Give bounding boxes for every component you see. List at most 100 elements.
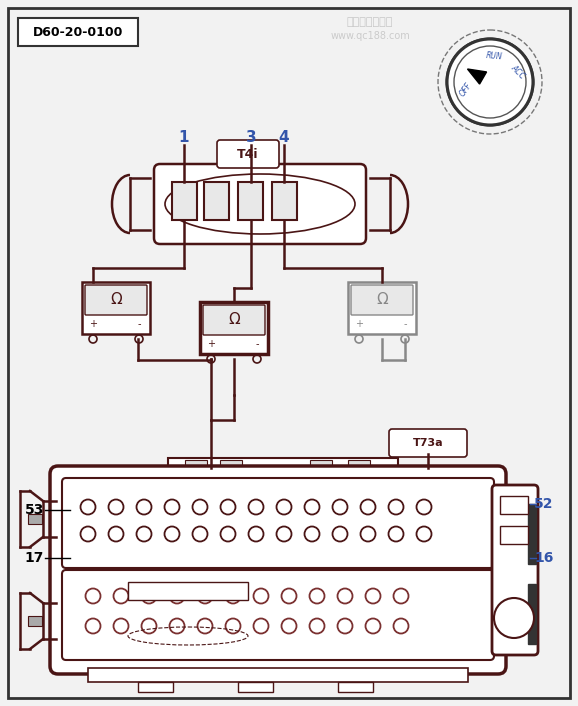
Text: +: + xyxy=(89,319,97,329)
FancyBboxPatch shape xyxy=(238,182,263,220)
Circle shape xyxy=(332,500,347,515)
Circle shape xyxy=(113,589,128,604)
FancyBboxPatch shape xyxy=(220,460,242,472)
FancyBboxPatch shape xyxy=(200,302,268,354)
Circle shape xyxy=(338,589,353,604)
Circle shape xyxy=(192,527,208,542)
Circle shape xyxy=(225,618,240,633)
Circle shape xyxy=(109,500,124,515)
Bar xyxy=(28,514,42,524)
FancyBboxPatch shape xyxy=(185,460,207,472)
FancyBboxPatch shape xyxy=(500,526,528,544)
Circle shape xyxy=(417,527,432,542)
Circle shape xyxy=(198,618,213,633)
FancyBboxPatch shape xyxy=(62,478,494,568)
Text: T73a: T73a xyxy=(413,438,443,448)
FancyBboxPatch shape xyxy=(82,282,150,334)
Text: +: + xyxy=(355,319,363,329)
Circle shape xyxy=(169,589,184,604)
Circle shape xyxy=(309,618,324,633)
Text: 17: 17 xyxy=(25,551,44,565)
FancyBboxPatch shape xyxy=(348,460,370,472)
Text: D60-20-0100: D60-20-0100 xyxy=(33,27,123,40)
Circle shape xyxy=(394,618,409,633)
Text: 3: 3 xyxy=(246,131,256,145)
Circle shape xyxy=(249,500,264,515)
Bar xyxy=(528,584,536,644)
Circle shape xyxy=(365,589,380,604)
Circle shape xyxy=(80,527,95,542)
Circle shape xyxy=(225,589,240,604)
Circle shape xyxy=(332,527,347,542)
Circle shape xyxy=(305,527,320,542)
Circle shape xyxy=(361,500,376,515)
Circle shape xyxy=(254,589,269,604)
Circle shape xyxy=(142,589,157,604)
Text: RUN: RUN xyxy=(486,51,503,61)
Circle shape xyxy=(109,527,124,542)
FancyBboxPatch shape xyxy=(128,582,248,600)
Circle shape xyxy=(417,500,432,515)
Text: 52: 52 xyxy=(534,497,554,511)
Circle shape xyxy=(281,618,297,633)
Circle shape xyxy=(249,527,264,542)
FancyBboxPatch shape xyxy=(238,682,273,692)
FancyBboxPatch shape xyxy=(18,18,138,46)
Circle shape xyxy=(276,527,291,542)
Text: T4i: T4i xyxy=(237,148,259,160)
Circle shape xyxy=(305,500,320,515)
Text: 汽车维修技术网: 汽车维修技术网 xyxy=(347,17,393,27)
Circle shape xyxy=(338,618,353,633)
FancyBboxPatch shape xyxy=(272,182,297,220)
Circle shape xyxy=(254,618,269,633)
Text: www.qc188.com: www.qc188.com xyxy=(330,31,410,41)
Circle shape xyxy=(447,39,533,125)
Text: Ω: Ω xyxy=(228,313,240,328)
Text: -: - xyxy=(255,339,259,349)
Circle shape xyxy=(388,500,403,515)
Circle shape xyxy=(165,527,180,542)
Text: ACC: ACC xyxy=(509,63,527,81)
FancyBboxPatch shape xyxy=(138,682,173,692)
Circle shape xyxy=(192,500,208,515)
FancyBboxPatch shape xyxy=(217,140,279,168)
Text: -: - xyxy=(137,319,141,329)
FancyBboxPatch shape xyxy=(351,285,413,315)
Text: +: + xyxy=(207,339,215,349)
Circle shape xyxy=(281,589,297,604)
Text: 53: 53 xyxy=(25,503,44,517)
FancyBboxPatch shape xyxy=(204,182,229,220)
FancyBboxPatch shape xyxy=(492,485,538,655)
FancyBboxPatch shape xyxy=(62,570,494,660)
Circle shape xyxy=(113,618,128,633)
Circle shape xyxy=(394,589,409,604)
Circle shape xyxy=(365,618,380,633)
Bar xyxy=(28,616,42,626)
FancyBboxPatch shape xyxy=(154,164,366,244)
Text: Ω: Ω xyxy=(376,292,388,308)
Circle shape xyxy=(80,500,95,515)
Circle shape xyxy=(276,500,291,515)
Bar xyxy=(528,504,536,564)
Circle shape xyxy=(169,618,184,633)
FancyBboxPatch shape xyxy=(85,285,147,315)
Circle shape xyxy=(494,598,534,638)
FancyBboxPatch shape xyxy=(500,496,528,514)
Circle shape xyxy=(142,618,157,633)
FancyBboxPatch shape xyxy=(168,458,398,474)
FancyBboxPatch shape xyxy=(203,305,265,335)
Text: -: - xyxy=(403,319,407,329)
FancyBboxPatch shape xyxy=(310,460,332,472)
Text: 4: 4 xyxy=(279,131,290,145)
Circle shape xyxy=(361,527,376,542)
Circle shape xyxy=(198,589,213,604)
Text: 1: 1 xyxy=(179,131,189,145)
FancyBboxPatch shape xyxy=(88,668,468,682)
Circle shape xyxy=(86,618,101,633)
FancyBboxPatch shape xyxy=(8,8,570,698)
Polygon shape xyxy=(468,69,487,84)
Text: OFF: OFF xyxy=(458,81,474,99)
Circle shape xyxy=(136,527,151,542)
FancyBboxPatch shape xyxy=(172,182,197,220)
Text: 16: 16 xyxy=(534,551,553,565)
